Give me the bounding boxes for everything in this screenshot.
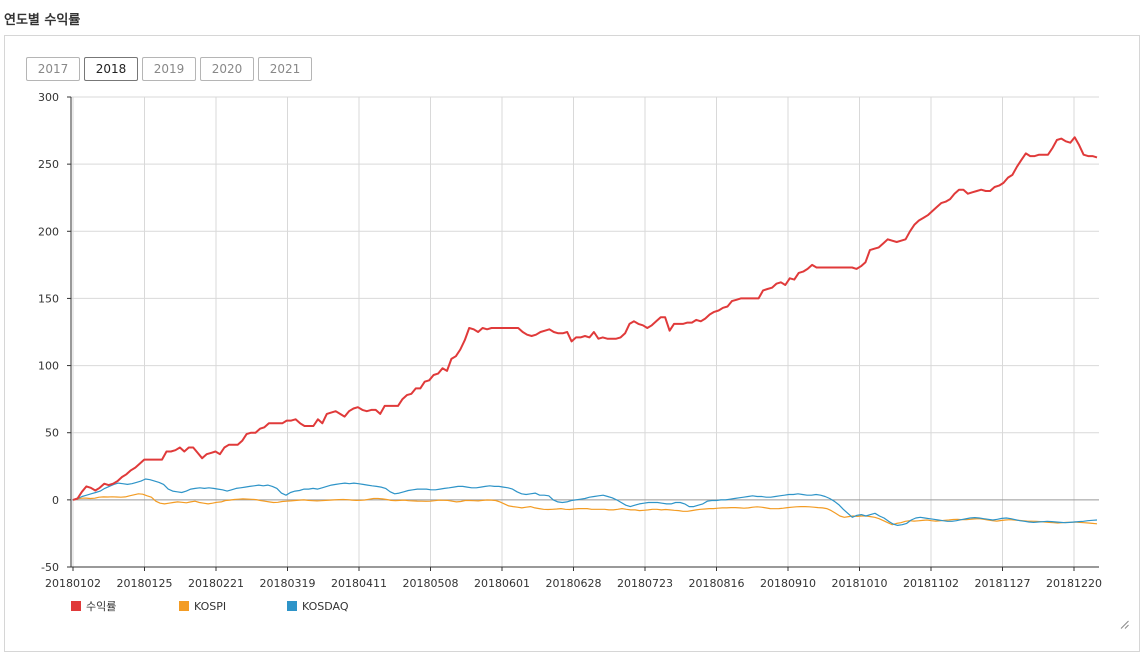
x-tick-label: 20180125 xyxy=(117,577,173,590)
y-tick-label: 50 xyxy=(45,427,59,440)
x-tick-label: 20181010 xyxy=(832,577,888,590)
x-tick-label: 20180411 xyxy=(331,577,387,590)
x-tick-label: 20181220 xyxy=(1046,577,1102,590)
legend-label-return: 수익률 xyxy=(86,600,116,613)
y-tick-label: 0 xyxy=(52,494,59,507)
x-tick-label: 20180508 xyxy=(403,577,459,590)
x-tick-label: 20180601 xyxy=(474,577,530,590)
year-tab-2021[interactable]: 2021 xyxy=(258,57,312,81)
x-tick-label: 20180723 xyxy=(617,577,673,590)
y-tick-label: 250 xyxy=(38,158,59,171)
x-tick-label: 20180910 xyxy=(760,577,816,590)
chart-panel: 2017 2018 2019 2020 2021 -50 0 50 100 150 200 250 3… xyxy=(4,35,1140,652)
y-tick-label: 150 xyxy=(38,292,59,305)
resize-grip-icon[interactable] xyxy=(1120,620,1129,629)
year-tabs: 2017 2018 2019 2020 2021 xyxy=(26,57,312,81)
y-tick-label: -50 xyxy=(41,561,59,574)
legend-label-kospi: KOSPI xyxy=(194,600,226,613)
y-tick-label: 300 xyxy=(38,91,59,104)
legend-swatch-return xyxy=(71,601,81,611)
legend-swatch-kosdaq xyxy=(287,601,297,611)
legend-swatch-kospi xyxy=(179,601,189,611)
series-line-kosdaq xyxy=(72,478,1098,526)
year-tab-2019[interactable]: 2019 xyxy=(142,57,196,81)
x-tick-label: 20180816 xyxy=(689,577,745,590)
section-title: 연도별 수익률 xyxy=(4,13,81,28)
x-tick-label: 20181102 xyxy=(903,577,959,590)
series-line-kospi xyxy=(72,493,1098,526)
legend-label-kosdaq: KOSDAQ xyxy=(302,600,349,613)
year-tab-2020[interactable]: 2020 xyxy=(200,57,254,81)
x-tick-label: 20180102 xyxy=(45,577,101,590)
x-tick-label: 20180221 xyxy=(188,577,244,590)
year-tab-2018[interactable]: 2018 xyxy=(84,57,138,81)
x-tick-label: 20180628 xyxy=(546,577,602,590)
return-chart: -50 0 50 100 150 200 250 300 20180102 20180125 201… xyxy=(38,91,1102,613)
year-tab-2017[interactable]: 2017 xyxy=(26,57,80,81)
y-tick-label: 100 xyxy=(38,360,59,373)
y-tick-label: 200 xyxy=(38,225,59,238)
series-line-return xyxy=(72,136,1098,501)
x-tick-label: 20181127 xyxy=(975,577,1031,590)
x-tick-label: 20180319 xyxy=(260,577,316,590)
